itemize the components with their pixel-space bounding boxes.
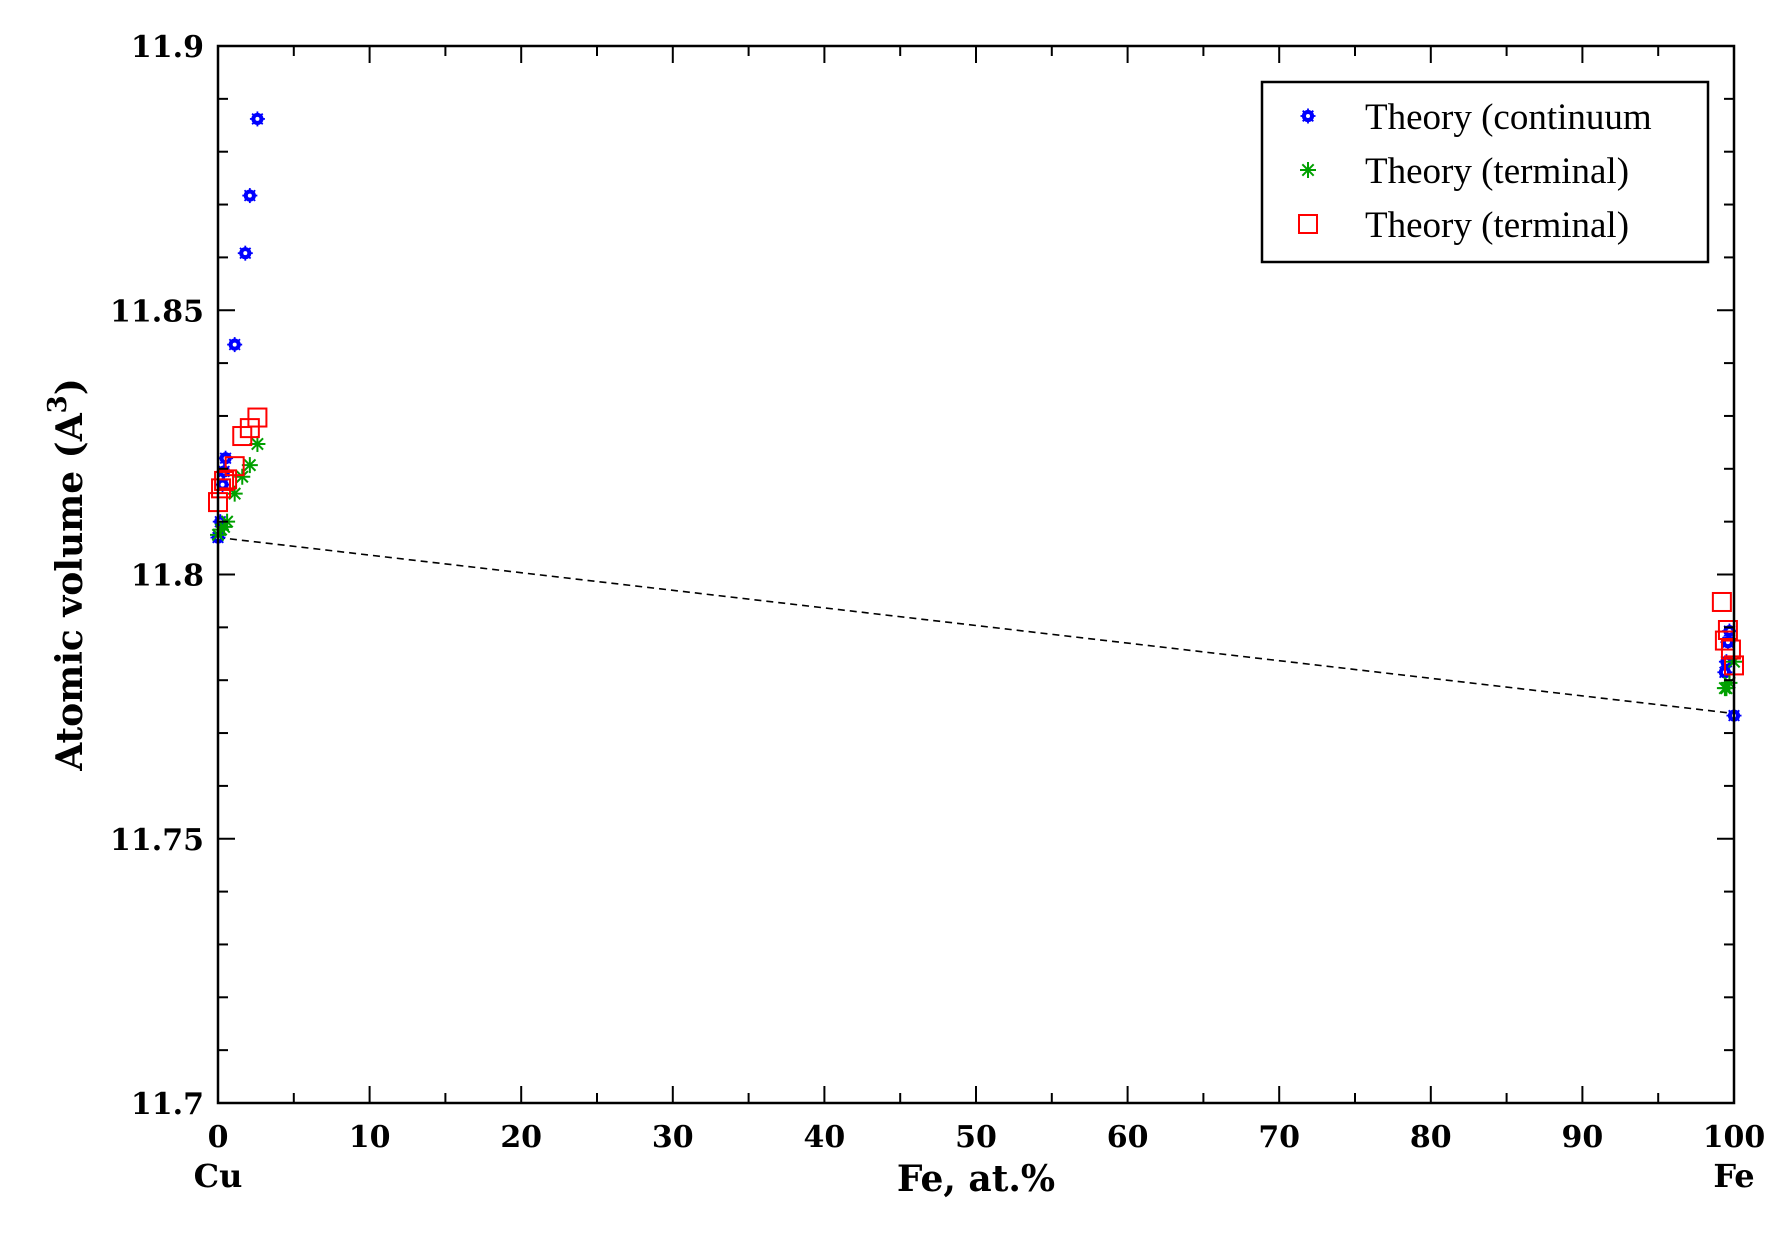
- legend-marker-3: [1298, 214, 1318, 234]
- y-tick-label: 11.8: [131, 559, 204, 594]
- x-tick-label: 10: [349, 1120, 391, 1155]
- x-tick-label: 60: [1107, 1120, 1149, 1155]
- y-axis-title-main: Atomic volume (A: [49, 412, 91, 772]
- x-tick-label: 20: [500, 1120, 542, 1155]
- x-tick-label: 70: [1258, 1120, 1300, 1155]
- data-point-series-3: [1720, 639, 1741, 660]
- data-point-series-3: [1717, 619, 1738, 640]
- data-point-series-1: [237, 245, 253, 261]
- data-point-series-3: [214, 470, 235, 491]
- axis-ticks-layer: [217, 45, 1735, 1104]
- data-point-series-3: [239, 418, 260, 439]
- data-point-series-1: [227, 337, 243, 353]
- x-tick-label: 40: [804, 1120, 846, 1155]
- data-point-series-3: [224, 456, 245, 477]
- legend: Theory (continuum Theory (terminal) Theory…: [1260, 80, 1710, 264]
- x-axis-title: Fe, at.%: [897, 1158, 1055, 1200]
- x-tick-label: 50: [955, 1120, 997, 1155]
- y-tick-label: 11.75: [110, 823, 204, 858]
- legend-label-1: Theory (continuum: [1365, 97, 1652, 138]
- y-tick-label: 11.9: [131, 30, 204, 65]
- x-tick-label: 30: [652, 1120, 694, 1155]
- y-tick-label: 11.85: [110, 294, 204, 329]
- y-axis-title-close: ): [49, 378, 91, 395]
- data-point-series-1: [242, 188, 258, 204]
- y-axis-title: Atomic volume (A3): [43, 378, 91, 772]
- legend-label-3: Theory (terminal): [1365, 205, 1629, 246]
- reference-dashed-line-layer: [217, 536, 1735, 715]
- x-end-label-left: Cu: [194, 1157, 243, 1195]
- x-tick-label: 100: [1703, 1120, 1766, 1155]
- y-tick-labels: 11.7 11.75 11.8 11.85 11.9: [110, 30, 204, 1122]
- x-tick-label: 90: [1562, 1120, 1604, 1155]
- data-point-series-3: [232, 426, 253, 447]
- x-tick-labels: 0 10 20 30 40 50 60 70 80 90 100: [208, 1120, 1766, 1155]
- reference-dashed-line: [217, 536, 1735, 715]
- y-tick-label: 11.7: [131, 1087, 204, 1122]
- legend-marker-2: [1300, 162, 1316, 178]
- data-point-series-3: [247, 407, 268, 428]
- legend-marker-1: [1300, 108, 1316, 124]
- x-tick-label: 80: [1410, 1120, 1452, 1155]
- x-tick-label: 0: [208, 1120, 229, 1155]
- data-point-series-1: [249, 111, 265, 127]
- data-point-series-3: [1711, 591, 1732, 612]
- y-axis-title-superscript: 3: [43, 395, 73, 413]
- legend-box: [1260, 80, 1710, 264]
- legend-label-2: Theory (terminal): [1365, 151, 1629, 192]
- x-end-label-right: Fe: [1713, 1157, 1754, 1195]
